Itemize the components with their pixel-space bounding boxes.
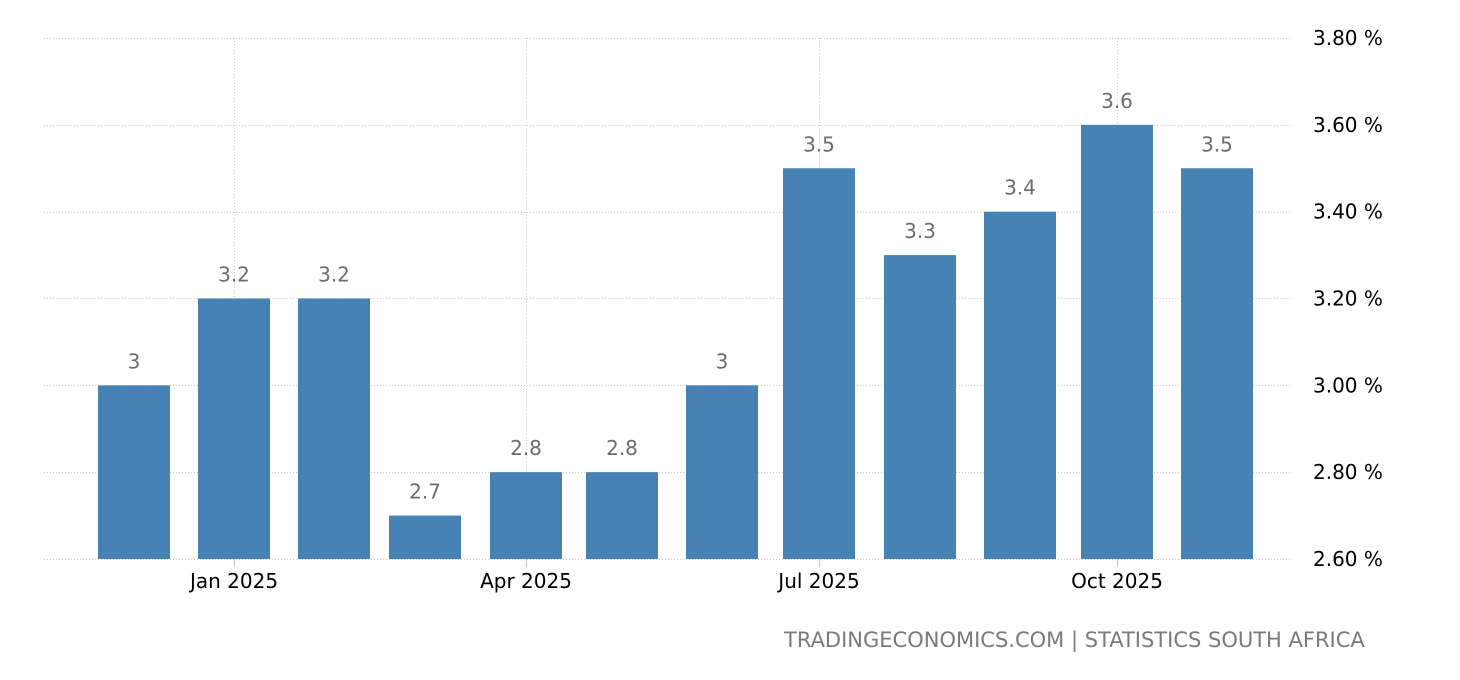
bar[interactable] [586, 472, 658, 559]
data-label: 3.3 [904, 219, 936, 243]
x-tick-label: Oct 2025 [1071, 569, 1163, 593]
bar[interactable] [1181, 168, 1253, 559]
data-label: 2.8 [606, 436, 638, 460]
data-label: 3 [716, 349, 729, 373]
bar[interactable] [984, 211, 1056, 559]
data-label: 3.5 [803, 132, 835, 156]
bar[interactable] [884, 255, 956, 560]
bar[interactable] [783, 168, 855, 559]
y-tick-label: 3.20 % [1313, 287, 1383, 311]
x-tick-label: Jan 2025 [188, 569, 278, 593]
bar[interactable] [389, 515, 461, 559]
bar[interactable] [490, 472, 562, 559]
y-tick-label: 3.80 % [1313, 26, 1383, 50]
y-tick-label: 2.80 % [1313, 460, 1383, 484]
bar[interactable] [686, 385, 758, 559]
data-label: 2.7 [409, 480, 441, 504]
bars [98, 124, 1253, 560]
bar[interactable] [1081, 124, 1153, 559]
x-tick-label: Apr 2025 [480, 569, 572, 593]
source-credit: TRADINGECONOMICS.COM | STATISTICS SOUTH … [784, 628, 1365, 652]
data-label: 3.5 [1201, 132, 1233, 156]
data-label: 3 [128, 349, 141, 373]
data-labels: 3 3.2 3.2 2.7 2.8 2.8 3 3.5 3.3 3.4 3.6 3.5 [128, 89, 1233, 504]
x-tick-label: Jul 2025 [776, 569, 859, 593]
data-label: 3.2 [218, 263, 250, 287]
data-label: 3.2 [318, 263, 350, 287]
y-tick-label: 3.00 % [1313, 373, 1383, 397]
data-label: 3.6 [1101, 89, 1133, 113]
data-label: 2.8 [510, 436, 542, 460]
x-axis-labels: Jan 2025 Apr 2025 Jul 2025 Oct 2025 [188, 569, 1163, 593]
y-tick-label: 2.60 % [1313, 547, 1383, 571]
y-axis-labels: 3.80 % 3.60 % 3.40 % 3.20 % 3.00 % 2.80 % 2.60… [1313, 26, 1383, 571]
bar[interactable] [98, 385, 170, 559]
y-tick-label: 3.60 % [1313, 113, 1383, 137]
bar[interactable] [298, 298, 370, 560]
data-label: 3.4 [1004, 176, 1036, 200]
y-tick-label: 3.40 % [1313, 200, 1383, 224]
bar[interactable] [198, 298, 270, 560]
